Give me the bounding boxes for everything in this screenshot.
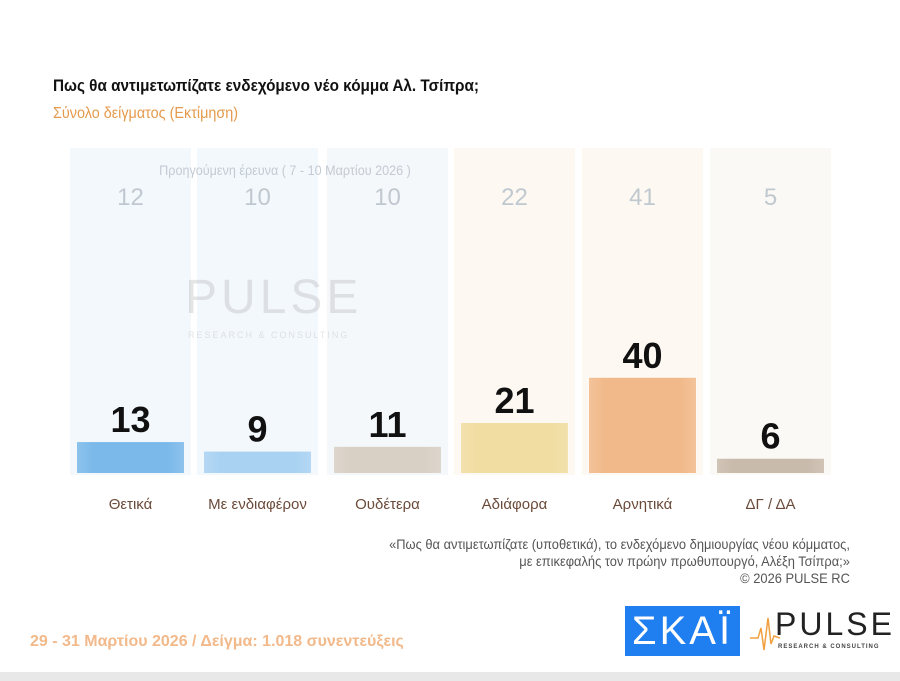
- bar-value-label: 13: [110, 399, 150, 440]
- previous-value-label: 5: [764, 184, 777, 211]
- previous-value-label: 10: [244, 184, 271, 211]
- copyright: © 2026 PULSE RC: [740, 570, 850, 586]
- bar-Με ενδιαφέρον: [204, 451, 311, 473]
- column-background: [454, 148, 575, 475]
- question-note: «Πως θα αντιμετωπίζατε (υποθετικά), το ε…: [389, 536, 850, 587]
- bar-value-label: 21: [494, 380, 534, 421]
- bar-Ουδέτερα: [334, 446, 441, 473]
- chart-subtitle: Σύνολο δείγματος (Εκτίμηση): [53, 105, 239, 122]
- note-line: με επικεφαλής τον πρώην πρωθυπουργό, Αλέ…: [519, 553, 850, 569]
- footer-sample-info: 29 - 31 Μαρτίου 2026 / Δείγμα: 1.018 συν…: [30, 633, 404, 650]
- chart-title: Πως θα αντιμετωπίζατε ενδεχόμενο νέο κόμ…: [53, 76, 480, 95]
- previous-value-label: 12: [117, 184, 144, 211]
- category-label: Ουδέτερα: [355, 496, 420, 513]
- column-background: [710, 148, 831, 475]
- pulse-logo-text: PULSE: [775, 606, 895, 642]
- category-label: Θετικά: [109, 496, 153, 513]
- bar-value-label: 40: [622, 335, 662, 376]
- pulse-logo-tagline: RESEARCH & CONSULTING: [778, 644, 880, 650]
- previous-survey-note: Προηγούμενη έρευνα ( 7 - 10 Μαρτίου 2026…: [159, 162, 411, 178]
- bar-Θετικά: [77, 442, 184, 473]
- previous-value-label: 41: [629, 184, 656, 211]
- previous-value-label: 10: [374, 184, 401, 211]
- bar-Αρνητικά: [589, 377, 696, 473]
- column-background: [70, 148, 191, 475]
- note-line: «Πως θα αντιμετωπίζατε (υποθετικά), το ε…: [389, 536, 850, 552]
- bottom-bar: [0, 672, 900, 681]
- pulse-wave-icon: [750, 617, 780, 651]
- previous-value-label: 22: [501, 184, 528, 211]
- bar-value-label: 9: [247, 409, 267, 450]
- category-label: Αρνητικά: [613, 496, 673, 513]
- category-label: ΔΓ / ΔΑ: [746, 496, 796, 513]
- column-background: [327, 148, 448, 475]
- bar-Αδιάφορα: [461, 423, 568, 473]
- skai-logo: ΣΚΑΪ: [625, 606, 740, 656]
- column-background: [197, 148, 318, 475]
- bar-value-label: 6: [760, 416, 780, 457]
- bar-value-label: 11: [368, 404, 406, 445]
- category-label: Με ενδιαφέρον: [208, 496, 307, 513]
- bar-ΔΓ / ΔΑ: [717, 458, 824, 473]
- pulse-logo: PULSE RESEARCH & CONSULTING: [750, 606, 892, 656]
- category-label: Αδιάφορα: [482, 496, 548, 513]
